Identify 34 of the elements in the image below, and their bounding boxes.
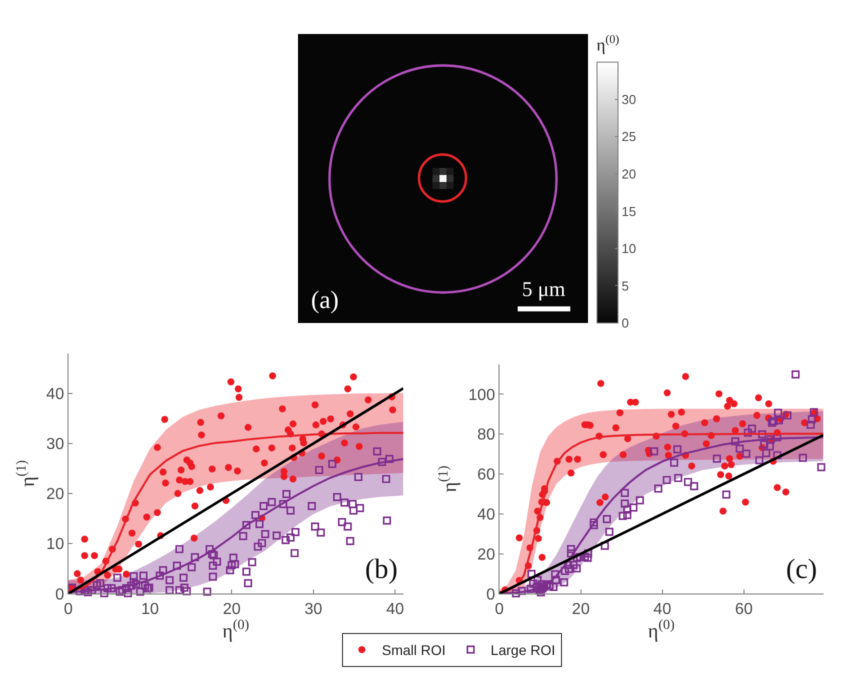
x-tick-label: 40 (653, 600, 672, 618)
x-tick-label: 30 (304, 600, 322, 618)
annotation: 5 μm (522, 277, 566, 301)
x-tick-label: 20 (222, 600, 241, 618)
annotation: (c) (786, 554, 818, 585)
x-tick-label: 10 (141, 600, 160, 618)
color-bar-label: 30 (622, 92, 636, 107)
y-tick-label: 40 (477, 506, 496, 524)
x-tick-label: 40 (386, 600, 404, 618)
color-bar-label: 15 (622, 204, 636, 219)
annotation: (a) (311, 287, 339, 314)
x-axis-title: η$^{(0)}$ (648, 618, 676, 642)
color-bar-label: 0 (622, 316, 629, 331)
y-tick-label: 60 (477, 466, 496, 484)
y-tick-label: 80 (477, 426, 496, 444)
color-bar-label: 5 (622, 278, 629, 294)
color-bar-title: η$^{(0)}$ (596, 32, 620, 54)
color-bar-label: 25 (622, 129, 636, 144)
legend-label: Large ROI (490, 642, 556, 658)
y-tick-label: 10 (46, 536, 64, 554)
y-tick-label: 100 (468, 386, 496, 404)
y-tick-label: 30 (46, 436, 64, 454)
y-tick-label: 0 (55, 586, 64, 604)
y-tick-label: 20 (477, 546, 496, 564)
y-tick-label: 20 (46, 486, 64, 504)
annotation: (b) (365, 554, 398, 585)
y-tick-label: 0 (486, 586, 496, 604)
color-bar-label: 20 (622, 166, 636, 182)
x-axis-title: η$^{(0)}$ (222, 618, 250, 642)
legend-label: Small ROI (382, 642, 446, 658)
y-tick-label: 40 (46, 386, 64, 403)
x-tick-label: 20 (572, 600, 590, 618)
x-tick-label: 60 (734, 600, 753, 618)
color-bar-label: 10 (622, 241, 636, 256)
